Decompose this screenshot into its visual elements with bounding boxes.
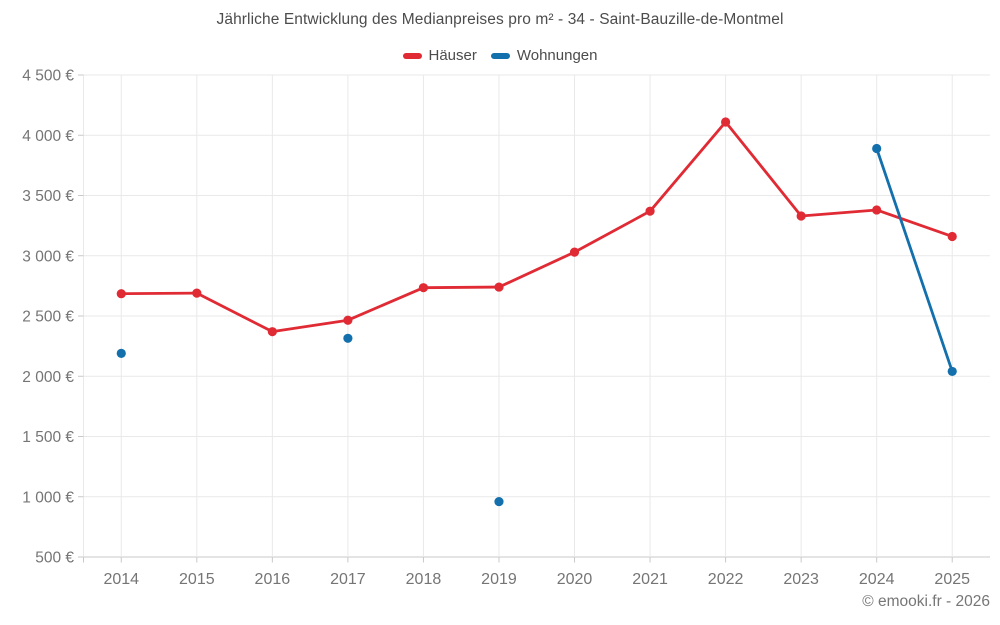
series-line-haeuser — [270, 318, 350, 334]
data-point-wohnungen-2024[interactable] — [872, 143, 882, 154]
x-tick-label: 2021 — [632, 571, 668, 588]
y-tick-label: 3 000 € — [22, 248, 74, 265]
x-tick-label: 2019 — [481, 571, 517, 588]
series-line-haeuser — [799, 208, 879, 218]
data-point-haeuser-2021[interactable] — [645, 206, 655, 216]
series-line-haeuser — [497, 250, 576, 289]
x-axis-labels: 2014 2015 2016 2017 2018 2019 2020 2021 2022 2023… — [103, 571, 970, 588]
axis-ticks — [78, 74, 953, 563]
series-haeuser — [116, 117, 957, 337]
y-tick-label: 2 500 € — [22, 309, 74, 326]
x-tick-label: 2017 — [330, 571, 366, 588]
data-point-wohnungen-2014[interactable] — [116, 348, 126, 358]
series-line-haeuser — [422, 285, 501, 290]
x-tick-label: 2018 — [406, 571, 442, 588]
x-tick-label: 2024 — [859, 571, 895, 588]
gridlines — [83, 74, 990, 558]
data-point-haeuser-2015[interactable] — [192, 288, 202, 298]
y-axis-labels: 500 € 1 000 € 1 500 € 2 000 € 2 500 € 3 000 €… — [22, 68, 74, 567]
chart-legend: Häuser Wohnungen — [0, 47, 1000, 64]
data-point-haeuser-2019[interactable] — [494, 282, 504, 292]
series-line-haeuser — [346, 286, 425, 322]
chart-title: Jährliche Entwicklung des Medianpreises … — [216, 11, 784, 28]
x-tick-label: 2015 — [179, 571, 215, 588]
series-wohnungen — [116, 143, 957, 507]
data-point-haeuser-2020[interactable] — [569, 247, 580, 257]
y-tick-label: 4 000 € — [22, 128, 74, 145]
series-line-haeuser — [573, 209, 652, 254]
series-line-wohnungen — [875, 147, 954, 373]
data-point-haeuser-2016[interactable] — [267, 327, 277, 337]
data-point-haeuser-2014[interactable] — [116, 289, 126, 299]
x-tick-label: 2022 — [708, 571, 744, 588]
data-point-haeuser-2024[interactable] — [872, 205, 882, 215]
data-point-wohnungen-2017[interactable] — [343, 333, 353, 343]
data-point-haeuser-2023[interactable] — [796, 211, 806, 221]
y-tick-label: 3 500 € — [22, 188, 74, 205]
data-point-wohnungen-2025[interactable] — [947, 366, 957, 377]
legend-swatch-haeuser — [402, 52, 422, 59]
series-line-haeuser — [875, 208, 954, 238]
x-tick-label: 2016 — [255, 571, 291, 588]
legend-item-wohnungen[interactable]: Wohnungen — [490, 47, 598, 64]
data-point-haeuser-2018[interactable] — [418, 283, 429, 293]
legend-label-haeuser: Häuser — [428, 47, 477, 64]
legend-label-wohnungen: Wohnungen — [516, 47, 598, 64]
series-line-haeuser — [724, 120, 803, 218]
x-tick-label: 2014 — [103, 571, 139, 588]
data-point-haeuser-2017[interactable] — [343, 315, 353, 325]
y-tick-label: 500 € — [35, 550, 74, 567]
legend-item-haeuser[interactable]: Häuser — [402, 47, 477, 64]
y-tick-label: 4 500 € — [22, 68, 74, 85]
data-point-haeuser-2022[interactable] — [721, 117, 731, 127]
copyright-text: © emooki.fr - 2026 — [862, 593, 990, 610]
y-tick-label: 2 000 € — [22, 369, 74, 386]
series-line-haeuser — [648, 120, 728, 213]
y-tick-label: 1 500 € — [22, 429, 74, 446]
y-tick-label: 1 000 € — [22, 489, 74, 506]
data-point-wohnungen-2019[interactable] — [494, 496, 504, 507]
series-line-haeuser — [195, 291, 274, 334]
data-point-haeuser-2025[interactable] — [947, 231, 957, 242]
x-tick-label: 2025 — [934, 571, 970, 588]
x-tick-label: 2020 — [557, 571, 593, 588]
legend-swatch-wohnungen — [490, 52, 510, 59]
series-line-haeuser — [119, 291, 199, 296]
x-tick-label: 2023 — [783, 571, 819, 588]
